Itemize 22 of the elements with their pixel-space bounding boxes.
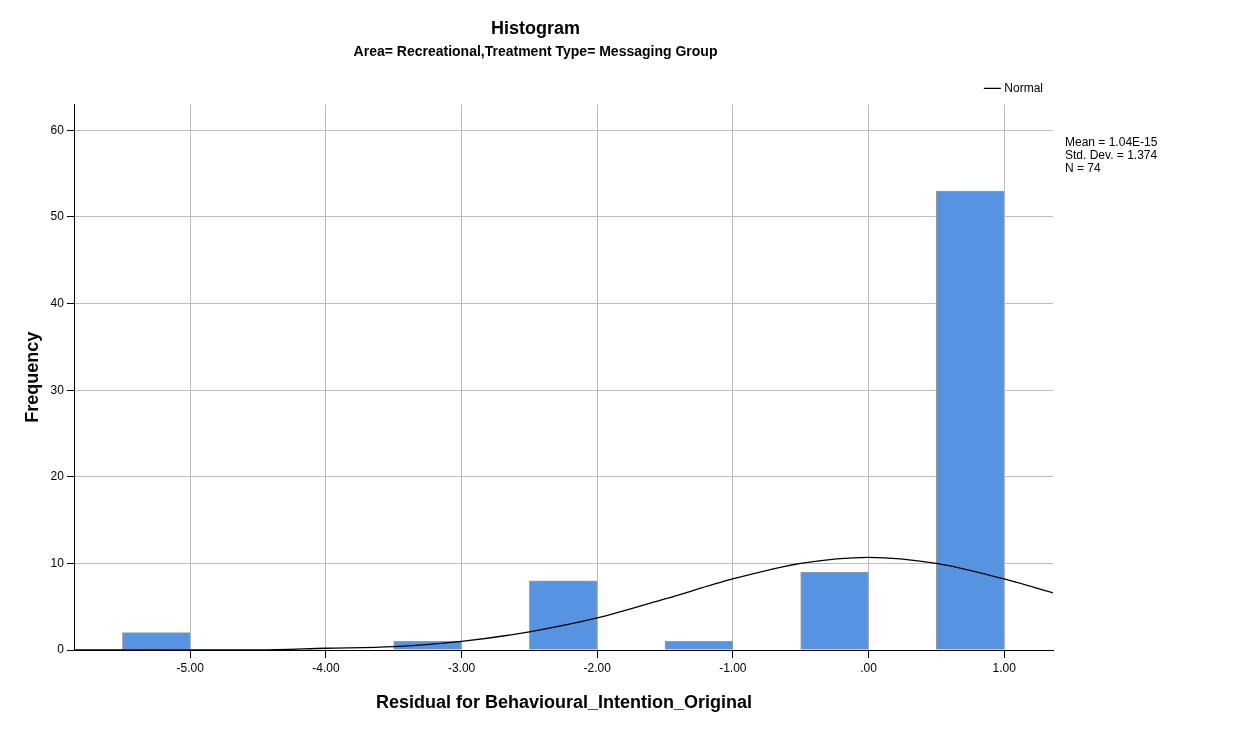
x-tick-label: .00 xyxy=(860,660,878,675)
y-axis-title: Frequency xyxy=(21,331,42,423)
x-tick-label: 1.00 xyxy=(992,660,1017,675)
x-tick-label: -1.00 xyxy=(719,660,747,675)
x-tick-label: -2.00 xyxy=(583,660,612,675)
text: Std. Dev. = 1.374 xyxy=(1065,147,1158,162)
legend-label: Normal xyxy=(1004,80,1043,95)
y-tick-label: 40 xyxy=(50,295,65,310)
x-tick-label: -5.00 xyxy=(176,660,205,675)
y-tick-label: 20 xyxy=(50,469,65,484)
x-tick-label: -4.00 xyxy=(312,660,340,675)
text: N = 74 xyxy=(1065,160,1102,175)
chart-subtitle: Area= Recreational,Treatment Type= Messaging Group xyxy=(353,42,718,59)
x-axis-title: Residual for Behavioural_Intention_Original xyxy=(375,692,753,713)
y-tick-label: 50 xyxy=(50,209,65,224)
chart-title: Histogram xyxy=(490,17,581,38)
x-tick-label: -3.00 xyxy=(447,660,476,675)
text: Mean = 1.04E-15 xyxy=(1065,134,1158,149)
y-tick-label: 0 xyxy=(57,642,65,657)
y-tick-label: 30 xyxy=(50,382,65,397)
y-tick-label: 60 xyxy=(50,122,65,137)
y-tick-label: 10 xyxy=(50,555,65,570)
